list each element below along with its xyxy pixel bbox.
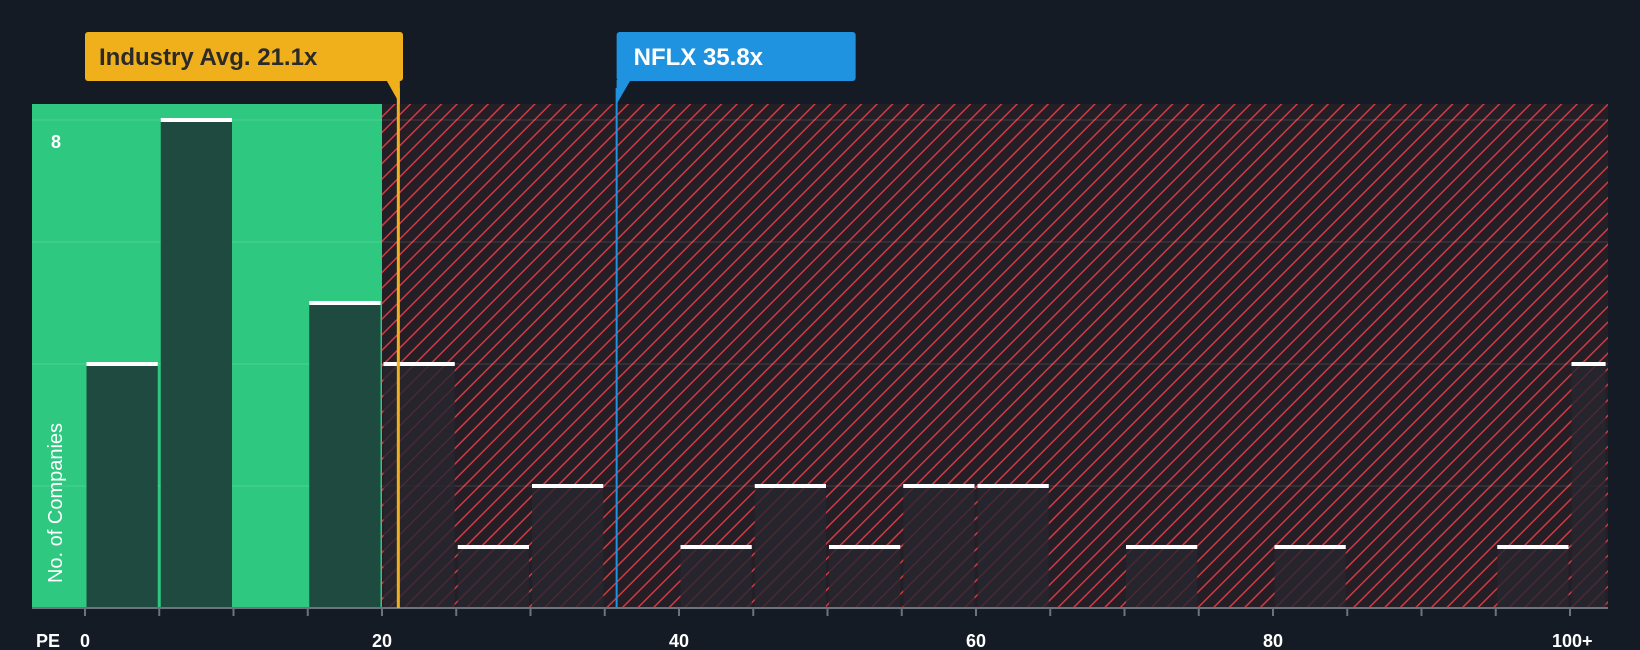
histogram-bar (383, 364, 455, 608)
histogram-bar (977, 486, 1049, 608)
histogram-bar (1497, 547, 1569, 608)
x-tick-label: 0 (80, 631, 90, 650)
histogram-bar (1571, 364, 1606, 608)
histogram-bar (680, 547, 752, 608)
x-tick-label: 40 (669, 631, 689, 650)
bar-cap (1571, 362, 1606, 366)
company-pe-label: NFLX 35.8x (634, 44, 764, 71)
company-pe-pointer (616, 80, 631, 104)
industry-avg-callout (85, 32, 403, 81)
histogram-bar (86, 364, 158, 608)
bar-cap (680, 545, 752, 549)
bar-cap (383, 362, 455, 366)
histogram-bar (532, 486, 604, 608)
bar-cap (309, 301, 381, 305)
x-tick-label: 60 (966, 631, 986, 650)
histogram-bar (829, 547, 901, 608)
histogram-bar (309, 303, 381, 608)
bar-cap (903, 484, 975, 488)
x-tick-label: 20 (372, 631, 392, 650)
bar-cap (86, 362, 158, 366)
bar-cap (1497, 545, 1569, 549)
x-axis-label: PE (36, 631, 60, 650)
bar-cap (160, 118, 232, 122)
bar-cap (754, 484, 826, 488)
industry-avg-pointer (386, 80, 400, 104)
histogram-bar (903, 486, 975, 608)
bar-cap (829, 545, 901, 549)
x-tick-label: 100+ (1552, 631, 1593, 650)
histogram-bar (1274, 547, 1346, 608)
histogram-bar (1126, 547, 1198, 608)
bar-cap (977, 484, 1049, 488)
y-axis-label: No. of Companies (45, 423, 67, 583)
company-pe-callout (616, 32, 856, 81)
histogram-bar (160, 120, 232, 608)
y-tick-label: 8 (51, 132, 61, 152)
industry-avg-label: Industry Avg. 21.1x (99, 44, 318, 71)
histogram-bar (457, 547, 529, 608)
bar-cap (457, 545, 529, 549)
bar-cap (1274, 545, 1346, 549)
x-tick-label: 80 (1263, 631, 1283, 650)
bar-cap (1126, 545, 1198, 549)
bar-cap (532, 484, 604, 488)
histogram-bar (754, 486, 826, 608)
